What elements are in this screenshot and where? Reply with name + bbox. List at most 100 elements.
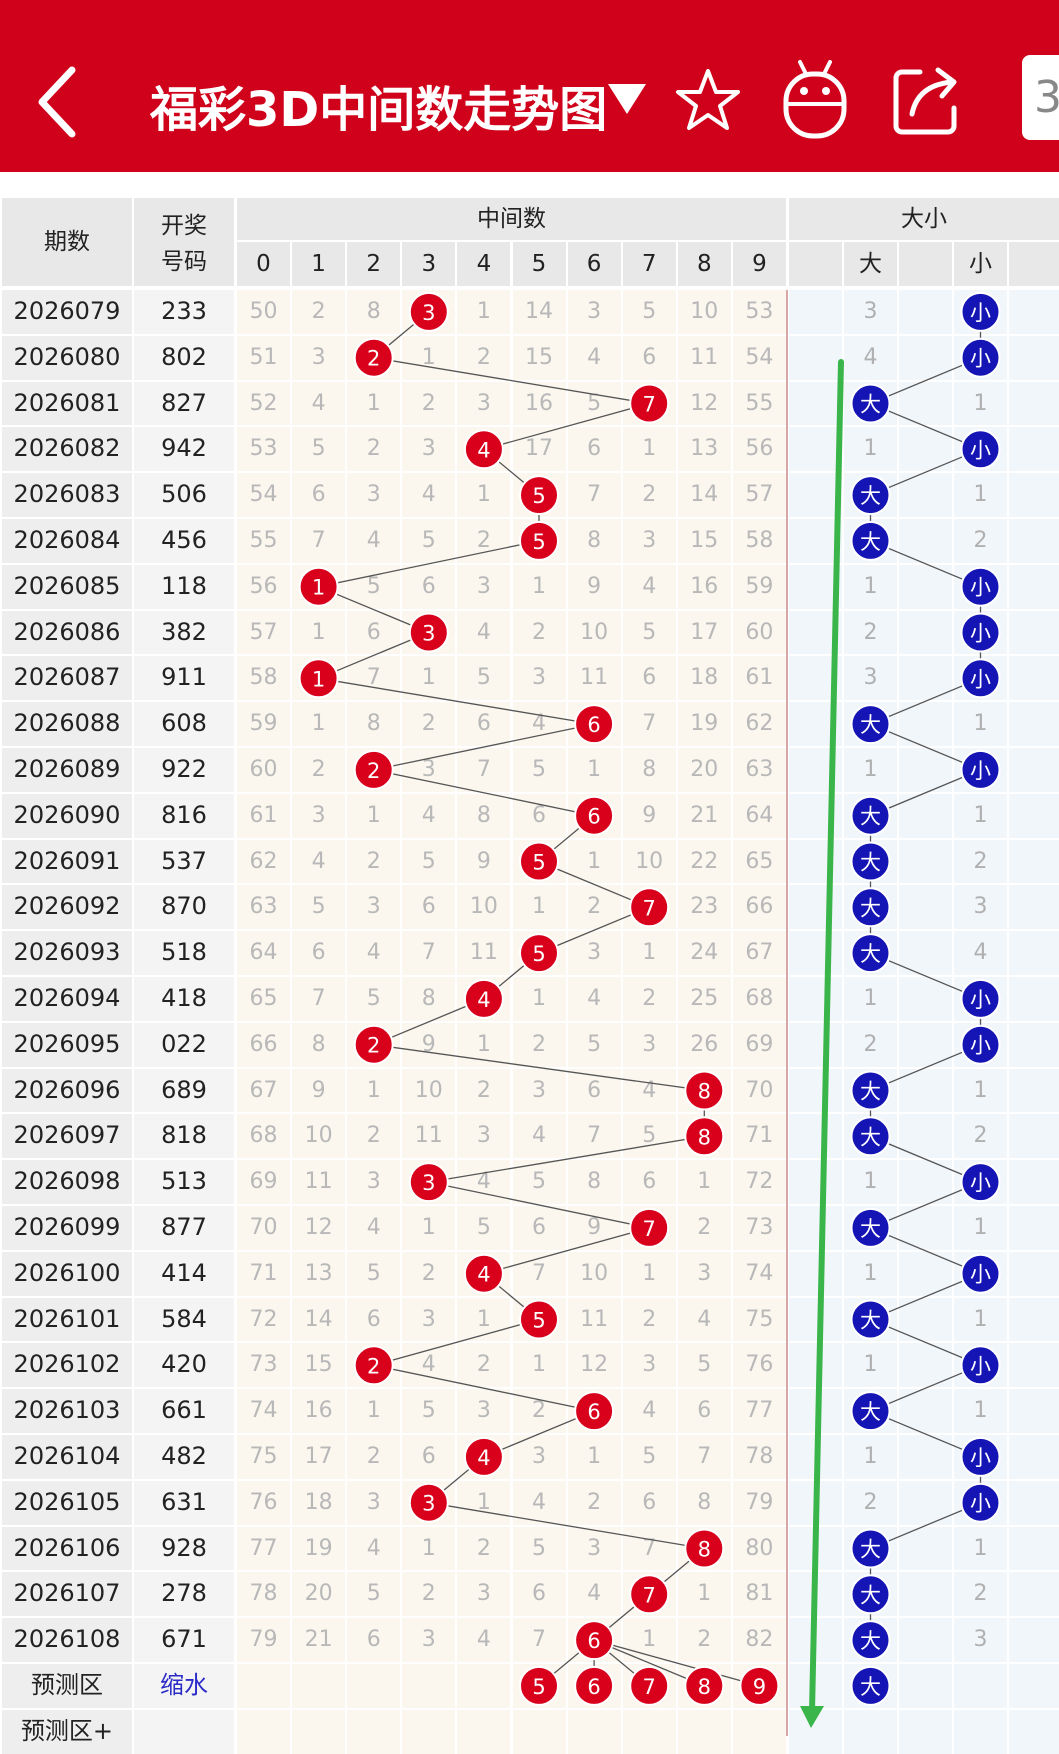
middle-miss-cell: 3 bbox=[512, 656, 566, 701]
middle-miss-cell: 5 bbox=[292, 885, 346, 930]
middle-miss-cell: 76 bbox=[237, 1480, 290, 1525]
issue-cell: 2026100 bbox=[2, 1251, 132, 1296]
size-big-cell bbox=[844, 885, 897, 930]
middle-miss-cell: 66 bbox=[732, 885, 786, 930]
middle-miss-cell: 1 bbox=[512, 977, 566, 1021]
size-blank-cell bbox=[789, 702, 842, 746]
size-blank-cell bbox=[899, 1251, 952, 1296]
middle-miss-cell: 5 bbox=[457, 656, 511, 701]
draw-number-cell: 631 bbox=[134, 1480, 234, 1525]
issue-cell: 2026081 bbox=[2, 381, 132, 426]
robot-icon[interactable] bbox=[780, 58, 850, 140]
middle-miss-cell: 8 bbox=[622, 748, 676, 792]
middle-miss-cell: 7 bbox=[622, 702, 676, 746]
header-digit-4: 4 bbox=[457, 242, 511, 286]
middle-miss-cell: 4 bbox=[677, 1297, 731, 1342]
issue-cell: 2026107 bbox=[2, 1572, 132, 1617]
middle-miss-cell: 82 bbox=[732, 1618, 786, 1662]
size-big-cell: 1 bbox=[844, 1251, 897, 1296]
issue-cell: 2026105 bbox=[2, 1480, 132, 1525]
middle-miss-cell: 6 bbox=[402, 885, 456, 930]
middle-miss-cell: 3 bbox=[567, 1526, 621, 1571]
middle-miss-cell: 8 bbox=[292, 1022, 346, 1067]
middle-miss-cell: 6 bbox=[347, 1618, 401, 1662]
share-icon[interactable] bbox=[890, 62, 964, 138]
middle-miss-cell: 2 bbox=[347, 427, 401, 472]
middle-miss-cell: 2 bbox=[402, 702, 456, 746]
middle-miss-cell: 4 bbox=[622, 564, 676, 609]
middle-hit-cell bbox=[622, 885, 676, 930]
middle-miss-cell: 1 bbox=[402, 1206, 456, 1250]
back-chevron-icon[interactable] bbox=[30, 62, 90, 142]
middle-miss-cell: 55 bbox=[237, 519, 290, 563]
size-blank-cell bbox=[789, 1526, 842, 1571]
middle-miss-cell: 26 bbox=[677, 1022, 731, 1067]
middle-miss-cell: 4 bbox=[622, 1389, 676, 1433]
middle-miss-cell: 3 bbox=[622, 519, 676, 563]
middle-hit-cell bbox=[567, 793, 621, 838]
header-size-col-1: 大 bbox=[844, 242, 897, 286]
middle-miss-cell: 9 bbox=[292, 1068, 346, 1113]
draw-number-cell: 877 bbox=[134, 1206, 234, 1250]
middle-miss-cell: 6 bbox=[567, 427, 621, 472]
size-blank-cell bbox=[789, 1480, 842, 1525]
size-blank-cell bbox=[1009, 1389, 1059, 1433]
middle-miss-cell: 4 bbox=[292, 381, 346, 426]
draw-number-cell: 233 bbox=[134, 290, 234, 334]
size-blank-cell bbox=[1009, 381, 1059, 426]
size-blank-cell bbox=[789, 1435, 842, 1479]
star-icon[interactable] bbox=[675, 68, 741, 132]
middle-miss-cell: 60 bbox=[732, 610, 786, 655]
predict-plus-middle-cell bbox=[567, 1709, 621, 1754]
middle-miss-cell: 19 bbox=[292, 1526, 346, 1571]
size-blank-cell bbox=[899, 793, 952, 838]
size-small-cell bbox=[954, 748, 1007, 792]
middle-miss-cell: 1 bbox=[457, 290, 511, 334]
size-small-cell bbox=[954, 335, 1007, 380]
middle-miss-cell: 25 bbox=[677, 977, 731, 1021]
middle-miss-cell: 80 bbox=[732, 1526, 786, 1571]
size-big-cell bbox=[844, 1206, 897, 1250]
middle-miss-cell: 21 bbox=[677, 793, 731, 838]
middle-miss-cell: 21 bbox=[292, 1618, 346, 1662]
page-title[interactable]: 福彩3D中间数走势图 bbox=[150, 82, 608, 138]
size-small-cell: 1 bbox=[954, 1526, 1007, 1571]
predict-middle-cell bbox=[732, 1664, 786, 1708]
size-big-cell: 1 bbox=[844, 977, 897, 1021]
size-small-cell: 2 bbox=[954, 519, 1007, 563]
middle-miss-cell: 1 bbox=[622, 1251, 676, 1296]
title-dropdown-icon[interactable] bbox=[608, 84, 646, 114]
middle-miss-cell: 56 bbox=[237, 564, 290, 609]
middle-miss-cell: 52 bbox=[237, 381, 290, 426]
middle-miss-cell: 3 bbox=[567, 290, 621, 334]
header-size-col-3: 小 bbox=[954, 242, 1007, 286]
middle-miss-cell: 1 bbox=[347, 793, 401, 838]
size-small-cell: 1 bbox=[954, 1068, 1007, 1113]
middle-miss-cell: 6 bbox=[622, 335, 676, 380]
size-small-cell bbox=[954, 1160, 1007, 1204]
draw-number-cell: 482 bbox=[134, 1435, 234, 1479]
middle-miss-cell: 54 bbox=[732, 335, 786, 380]
middle-miss-cell: 14 bbox=[677, 473, 731, 517]
middle-miss-cell: 53 bbox=[732, 290, 786, 334]
issue-cell: 2026089 bbox=[2, 748, 132, 792]
shrink-link[interactable]: 缩水 bbox=[134, 1664, 234, 1708]
header-number: 开奖 号码 bbox=[134, 198, 234, 286]
size-blank-cell bbox=[789, 1389, 842, 1433]
middle-miss-cell: 11 bbox=[677, 335, 731, 380]
issue-cell: 2026095 bbox=[2, 1022, 132, 1067]
issue-cell: 2026096 bbox=[2, 1068, 132, 1113]
predict-size-cell bbox=[954, 1664, 1007, 1708]
middle-miss-cell: 1 bbox=[457, 473, 511, 517]
draw-number-cell: 414 bbox=[134, 1251, 234, 1296]
middle-hit-cell bbox=[677, 1526, 731, 1571]
middle-miss-cell: 53 bbox=[237, 427, 290, 472]
middle-miss-cell: 17 bbox=[292, 1435, 346, 1479]
size-small-cell bbox=[954, 1251, 1007, 1296]
page-number-button[interactable]: 3 bbox=[1022, 55, 1059, 140]
issue-cell: 2026084 bbox=[2, 519, 132, 563]
issue-cell: 2026086 bbox=[2, 610, 132, 655]
size-blank-cell bbox=[1009, 290, 1059, 334]
middle-miss-cell: 68 bbox=[237, 1114, 290, 1159]
predict-size-cell bbox=[1009, 1664, 1059, 1708]
